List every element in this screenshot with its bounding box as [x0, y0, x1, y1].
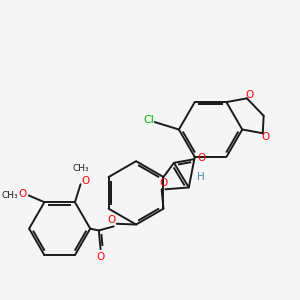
- Text: O: O: [108, 215, 116, 225]
- Text: CH₃: CH₃: [73, 164, 90, 173]
- Text: O: O: [197, 153, 205, 164]
- Text: O: O: [97, 252, 105, 262]
- Text: O: O: [81, 176, 89, 185]
- Text: O: O: [262, 132, 270, 142]
- Text: Cl: Cl: [144, 115, 154, 125]
- Text: O: O: [18, 189, 26, 199]
- Text: O: O: [246, 90, 254, 100]
- Text: CH₃: CH₃: [2, 191, 18, 200]
- Text: H: H: [197, 172, 205, 182]
- Text: O: O: [159, 178, 168, 188]
